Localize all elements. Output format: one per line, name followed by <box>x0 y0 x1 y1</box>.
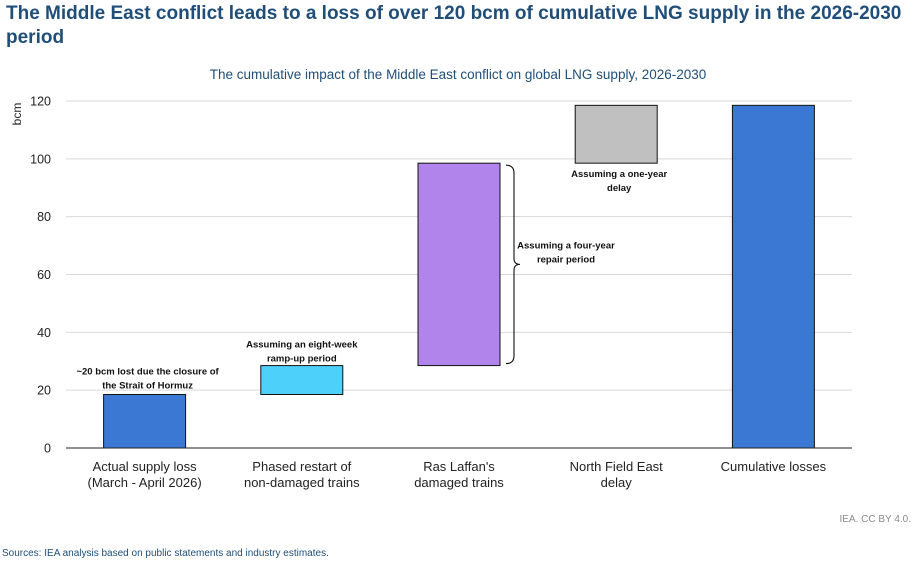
y-tick-label: 120 <box>30 95 51 109</box>
brace-bracket <box>505 164 521 365</box>
page-headline: The Middle East conflict leads to a loss… <box>6 3 902 48</box>
waterfall-chart: The cumulative impact of the Middle East… <box>10 67 852 490</box>
y-tick-label: 20 <box>37 384 51 398</box>
y-tick-label: 100 <box>30 152 51 166</box>
bar <box>103 394 187 449</box>
x-category-label: Phased restart of non-damaged trains <box>244 459 360 490</box>
y-tick-label: 0 <box>44 442 51 456</box>
bar <box>731 104 815 449</box>
x-category-label: Actual supply loss (March - April 2026) <box>88 459 202 490</box>
y-tick-label: 40 <box>37 326 51 340</box>
chart-title: The cumulative impact of the Middle East… <box>210 67 707 82</box>
bar <box>417 162 501 367</box>
x-category-label: Ras Laffan's damaged trains <box>414 459 504 490</box>
y-axis-label: bcm <box>10 103 24 126</box>
x-category-label: Cumulative losses <box>721 459 827 474</box>
y-tick-label: 60 <box>37 268 51 282</box>
sources-note: Sources: IEA analysis based on public st… <box>2 548 329 559</box>
bar-annotation: Assuming an eight-week ramp-up period <box>246 340 358 365</box>
x-category-label: North Field East delay <box>570 459 664 490</box>
credit-note: IEA. CC BY 4.0. <box>839 514 911 525</box>
bar-annotation: ~20 bcm lost due the closure of the Strai… <box>76 367 219 392</box>
bar-annotation: Assuming a one-year delay <box>571 169 667 194</box>
bar <box>260 365 344 396</box>
y-tick-label: 80 <box>37 210 51 224</box>
bar-annotation: Assuming a four-year repair period <box>517 240 615 265</box>
bar <box>574 104 658 164</box>
